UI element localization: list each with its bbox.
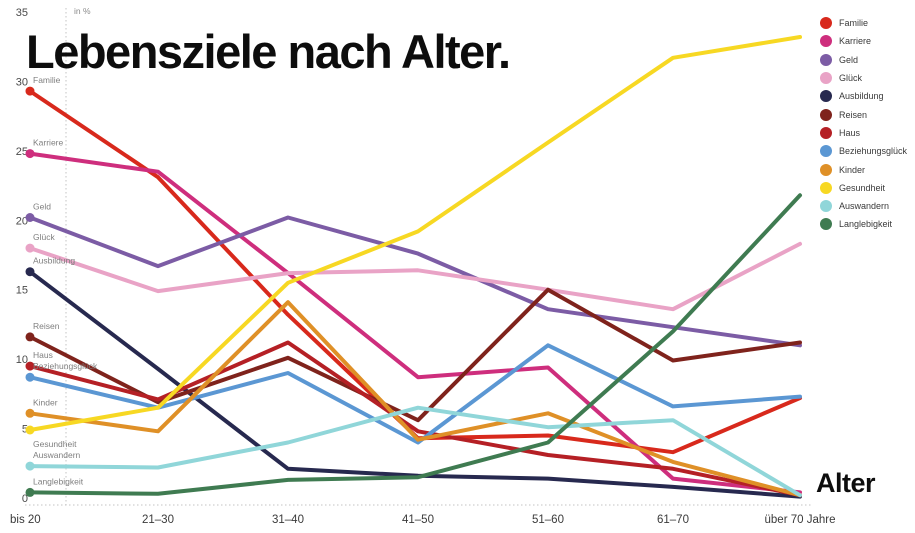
y-tick-label-10: 10 [16, 354, 28, 366]
legend-dot-Kinder [820, 163, 832, 176]
legend-dot-Auswandern [820, 200, 832, 213]
legend-item-Beziehungsglück: Beziehungsglück [820, 142, 915, 160]
series-label-Karriere: Karriere [33, 138, 64, 148]
legend-label-Haus: Haus [839, 127, 861, 138]
y-tick-label-20: 20 [16, 215, 28, 227]
series-start-dot-Karriere [25, 149, 35, 159]
legend-label-Geld: Geld [839, 54, 859, 65]
legend-item-Familie: Familie [820, 14, 915, 32]
x-tick-label-5: 51–60 [532, 514, 564, 526]
x-tick-label-6: 61–70 [657, 514, 689, 526]
series-start-dot-Haus [25, 361, 35, 371]
series-label-Beziehungsglück: Beziehungsglück [33, 361, 98, 371]
legend-label-Reisen: Reisen [839, 109, 868, 120]
y-tick-label-15: 15 [16, 285, 28, 297]
legend-dot-Haus [820, 126, 832, 139]
chart-title: Lebensziele nach Alter. [26, 25, 511, 78]
series-line-Reisen [28, 287, 802, 423]
series-start-dot-Gesundheit [25, 425, 35, 435]
series-start-dot-Auswandern [25, 461, 35, 471]
series-label-Glück: Glück [33, 232, 55, 242]
series-label-Ausbildung: Ausbildung [33, 256, 75, 266]
y-tick-label-30: 30 [16, 76, 28, 88]
legend-item-Karriere: Karriere [820, 32, 915, 50]
legend-label-Familie: Familie [839, 18, 869, 29]
x-tick-label-1: bis 20 [10, 514, 41, 526]
x-tick-label-4: 41–50 [402, 514, 434, 526]
legend-label-Gesundheit: Gesundheit [839, 182, 886, 193]
legend-label-Auswandern: Auswandern [839, 201, 890, 212]
series-line-Karriere [28, 151, 802, 495]
legend-item-Reisen: Reisen [820, 105, 915, 123]
legend-item-Ausbildung: Ausbildung [820, 87, 915, 105]
series-label-Geld: Geld [33, 202, 51, 212]
legend-label-Beziehungsglück: Beziehungsglück [839, 146, 908, 157]
series-label-Langlebigkeit: Langlebigkeit [33, 476, 84, 486]
series-line-Haus [28, 340, 802, 498]
legend-label-Ausbildung: Ausbildung [839, 91, 884, 102]
y-tick-label-0: 0 [22, 493, 28, 505]
y-axis-unit-label: in % [74, 6, 91, 16]
series-start-dot-Beziehungsglück [25, 372, 35, 382]
legend-dot-Ausbildung [820, 90, 832, 103]
x-tick-label-2: 21–30 [142, 514, 174, 526]
series-label-Reisen: Reisen [33, 321, 60, 331]
series-line-Auswandern [28, 405, 802, 498]
legend-item-Glück: Glück [820, 69, 915, 87]
series-label-Gesundheit: Gesundheit [33, 439, 77, 449]
series-start-dot-Ausbildung [25, 267, 35, 277]
series-line-Langlebigkeit [28, 193, 802, 496]
legend-item-Auswandern: Auswandern [820, 197, 915, 215]
series-line-Geld [28, 215, 802, 348]
series-start-dot-Geld [25, 213, 35, 222]
legend-dot-Glück [820, 72, 832, 85]
x-tick-label-7: über 70 Jahre [765, 514, 836, 526]
series-start-dot-Kinder [25, 408, 35, 418]
series-label-Haus: Haus [33, 350, 53, 360]
legend-label-Glück: Glück [839, 73, 863, 84]
x-tick-label-3: 31–40 [272, 514, 304, 526]
series-label-Auswandern: Auswandern [33, 450, 81, 460]
series-start-dot-Reisen [25, 332, 35, 342]
x-axis-title: Alter [816, 468, 876, 498]
y-tick-label-35: 35 [16, 7, 28, 19]
series-line-Gesundheit [28, 35, 802, 432]
legend-dot-Beziehungsglück [820, 145, 832, 158]
legend-dot-Reisen [820, 108, 832, 121]
series-line-Kinder [28, 300, 802, 498]
y-tick-label-5: 5 [22, 424, 28, 436]
legend-item-Langlebigkeit: Langlebigkeit [820, 215, 915, 233]
legend-dot-Langlebigkeit [820, 218, 832, 231]
legend-dot-Karriere [820, 35, 832, 48]
series-start-dot-Familie [25, 86, 35, 96]
series-start-dot-Glück [25, 243, 35, 253]
series-label-Kinder: Kinder [33, 397, 58, 407]
legend-dot-Geld [820, 53, 832, 66]
legend: Familie Karriere Geld Glück Ausbildung Reisen… [820, 14, 915, 234]
series-label-Familie: Familie [33, 75, 61, 85]
legend-item-Gesundheit: Gesundheit [820, 179, 915, 197]
legend-label-Karriere: Karriere [839, 36, 872, 47]
legend-dot-Familie [820, 17, 832, 30]
legend-label-Langlebigkeit: Langlebigkeit [839, 219, 893, 230]
series-line-Glück [28, 241, 802, 312]
legend-item-Kinder: Kinder [820, 160, 915, 178]
legend-label-Kinder: Kinder [839, 164, 866, 175]
legend-item-Geld: Geld [820, 51, 915, 69]
y-tick-label-25: 25 [16, 146, 28, 158]
legend-item-Haus: Haus [820, 124, 915, 142]
legend-dot-Gesundheit [820, 181, 832, 194]
series-start-dot-Langlebigkeit [25, 487, 35, 497]
